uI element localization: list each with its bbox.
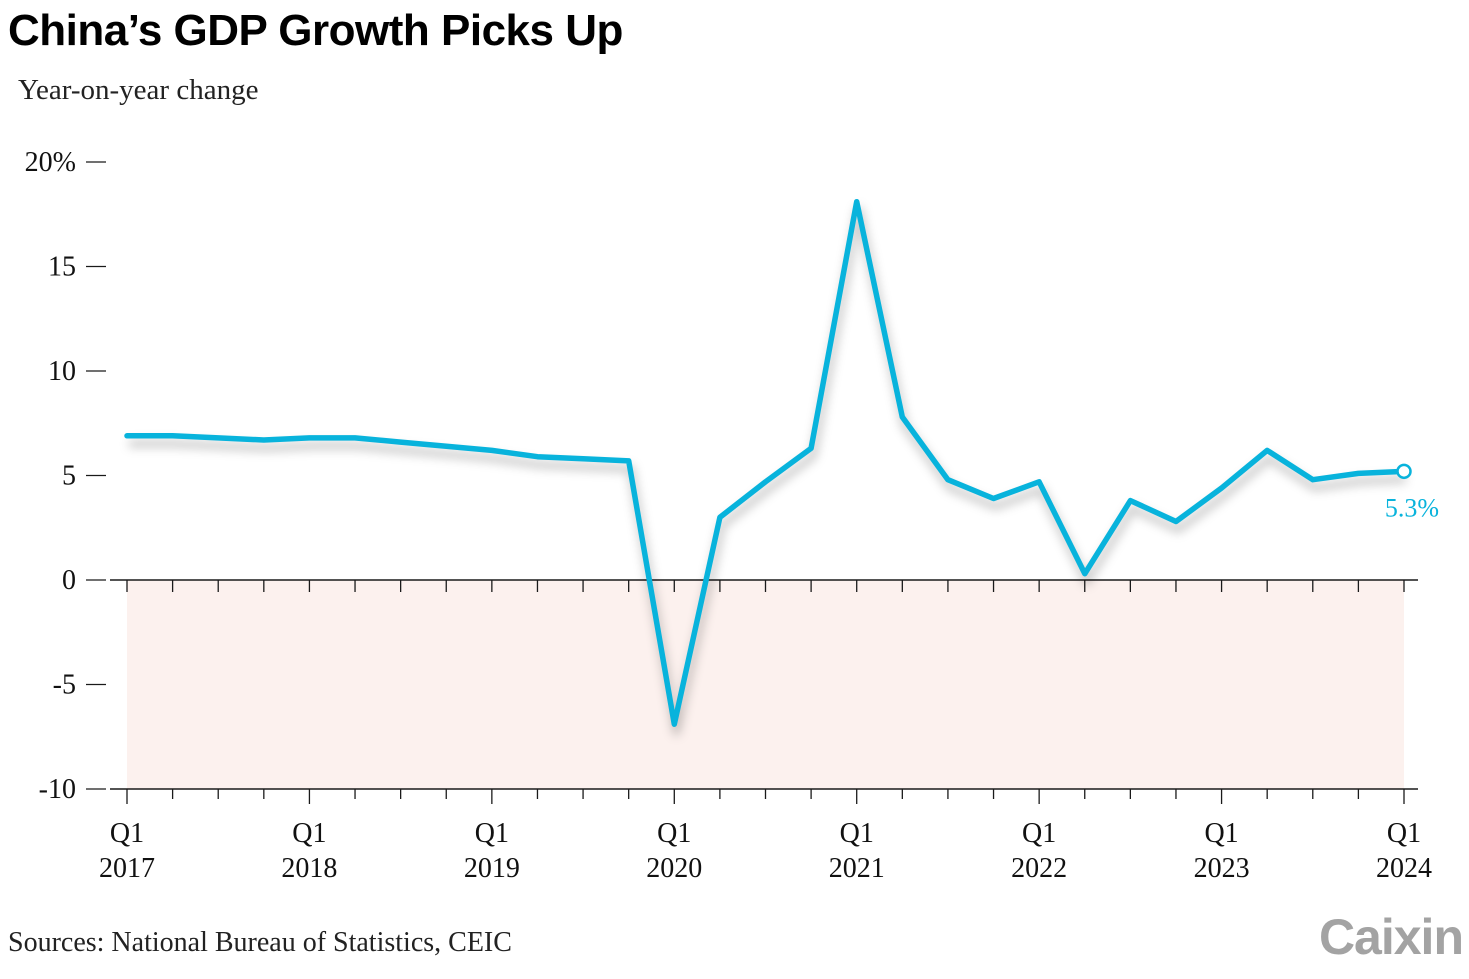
- x-tick-year: 2024: [1376, 853, 1432, 884]
- x-tick-quarter: Q1: [1204, 818, 1238, 849]
- x-tick-year: 2018: [281, 853, 337, 884]
- gdp-growth-series-line: [124, 198, 1407, 727]
- x-tick-year: 2022: [1011, 853, 1067, 884]
- x-tick-year: 2017: [99, 853, 155, 884]
- y-tick-label: 5: [62, 461, 76, 492]
- y-tick-label: 10: [48, 356, 76, 387]
- latest-value-label: 5.3%: [1385, 493, 1439, 522]
- x-tick-year: 2023: [1194, 853, 1250, 884]
- x-tick-quarter: Q1: [840, 818, 874, 849]
- x-tick-quarter: Q1: [110, 818, 144, 849]
- x-tick-year: 2021: [829, 853, 885, 884]
- x-tick-quarter: Q1: [475, 818, 509, 849]
- latest-value-marker: [1396, 463, 1412, 480]
- chart-subtitle: Year-on-year change: [18, 74, 259, 106]
- y-tick-label: 15: [48, 252, 76, 283]
- x-tick-year: 2019: [464, 853, 520, 884]
- x-tick-quarter: Q1: [1387, 818, 1421, 849]
- x-tick-year: 2020: [646, 853, 702, 884]
- x-tick-quarter: Q1: [292, 818, 326, 849]
- y-tick-label: -5: [53, 670, 76, 701]
- y-tick-label: -10: [39, 774, 76, 805]
- y-tick-label: 0: [62, 565, 76, 596]
- x-tick-quarter: Q1: [1022, 818, 1056, 849]
- y-tick-label: 20%: [25, 147, 76, 178]
- caixin-logo: Caixin: [1318, 909, 1464, 965]
- source-note: Sources: National Bureau of Statistics, …: [8, 927, 512, 958]
- series-line-shadow: [129, 206, 1407, 736]
- chart-title: China’s GDP Growth Picks Up: [8, 6, 623, 55]
- x-tick-quarter: Q1: [657, 818, 691, 849]
- negative-region-band: [127, 580, 1404, 789]
